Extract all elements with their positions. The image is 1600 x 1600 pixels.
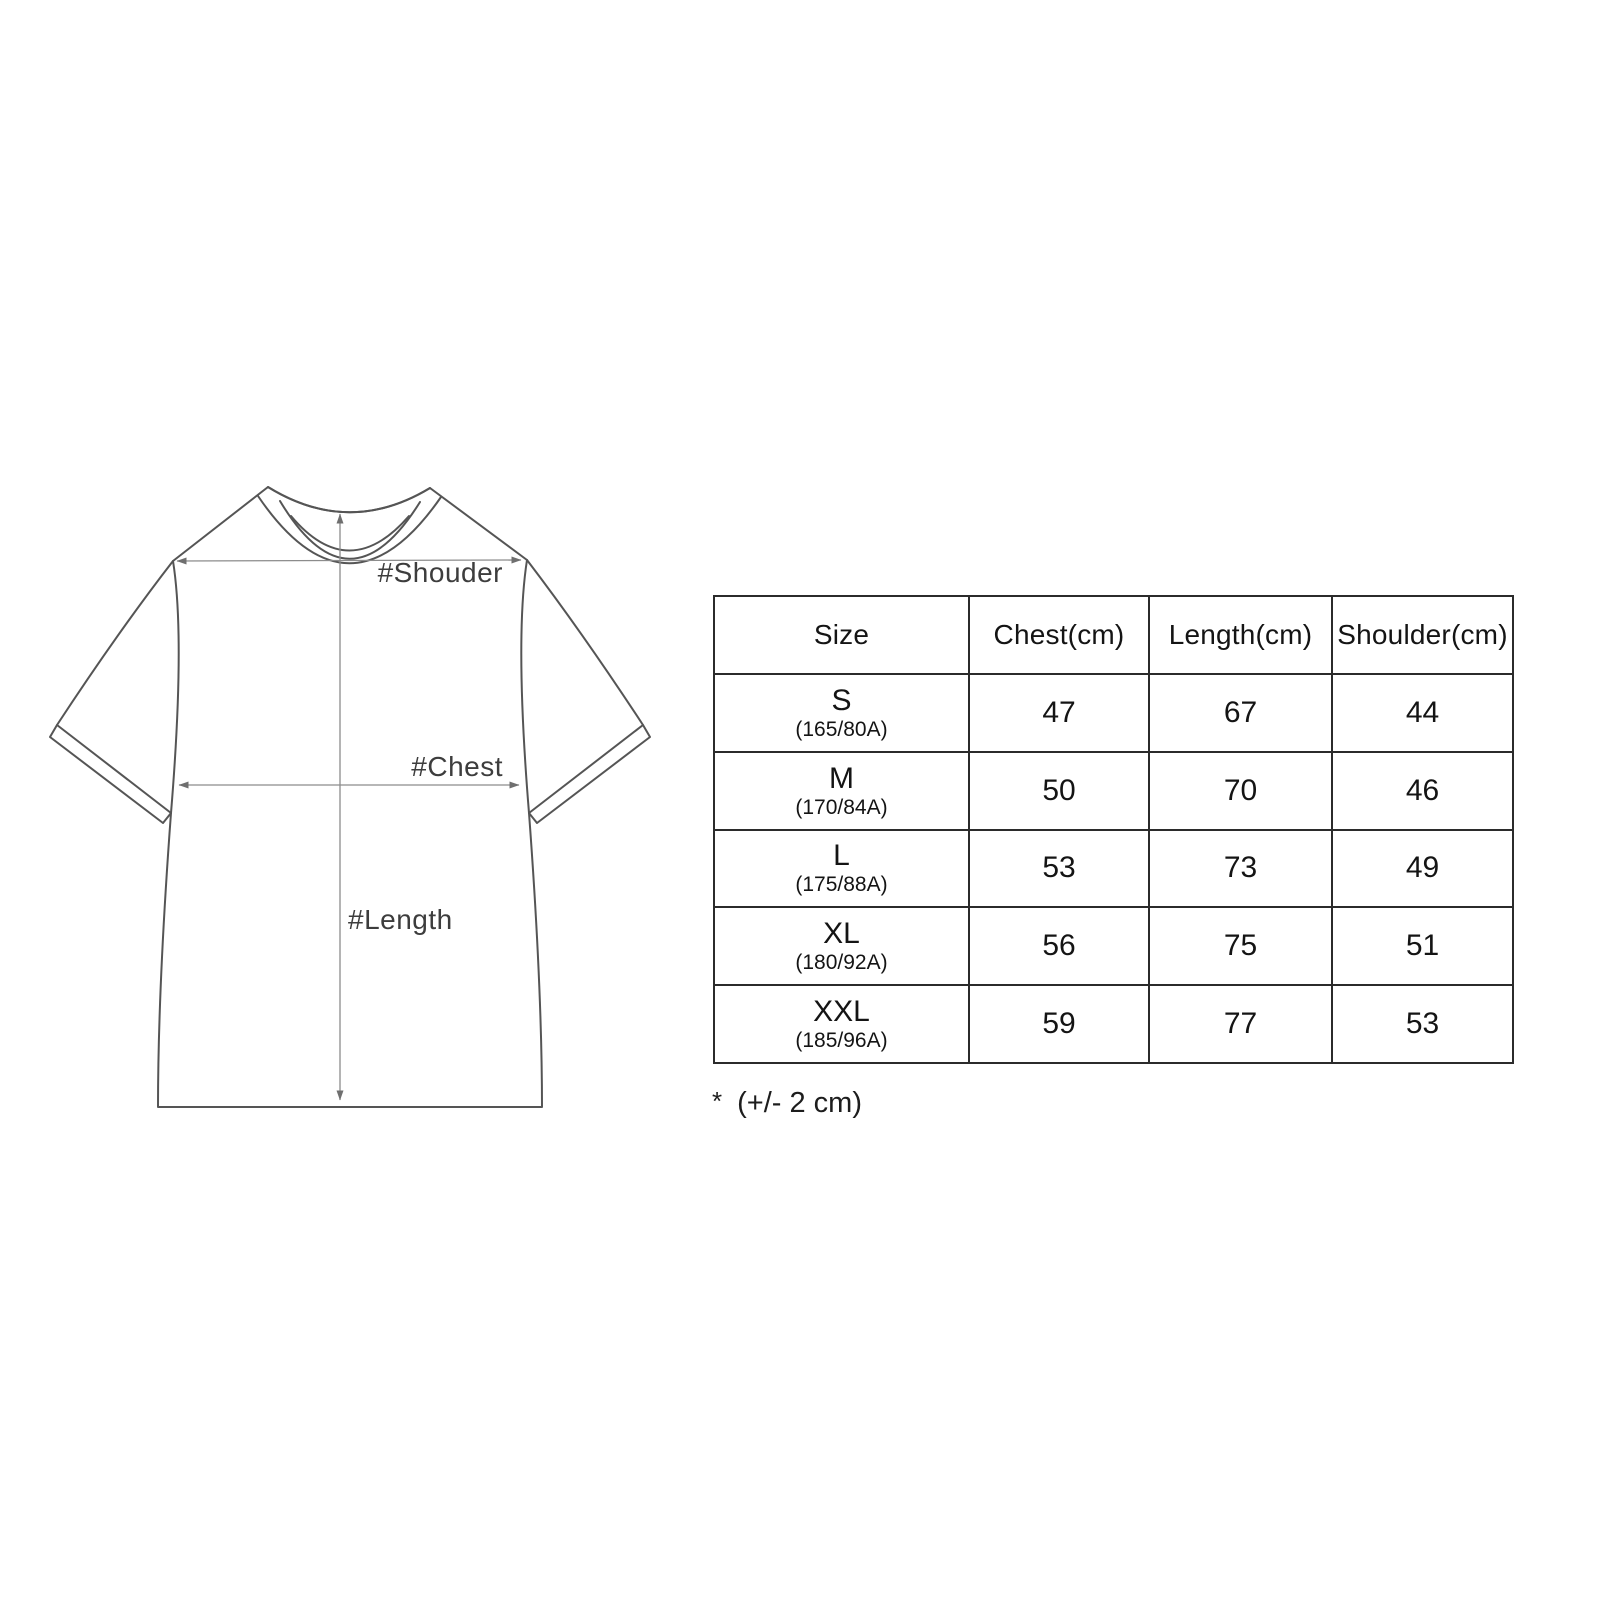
size-value: XXL <box>813 995 870 1029</box>
header-size: Size <box>713 595 970 675</box>
table-header-row: Size Chest(cm) Length(cm) Shoulder(cm) <box>713 595 1514 675</box>
length-value: 70 <box>1148 750 1333 831</box>
shoulder-value: 53 <box>1331 984 1514 1064</box>
chest-value: 47 <box>968 673 1150 753</box>
length-value: 73 <box>1148 828 1333 909</box>
tolerance-footnote: * (+/- 2 cm) <box>712 1086 862 1120</box>
right-cuff-seam <box>528 724 644 814</box>
footnote-asterisk: * <box>712 1086 723 1116</box>
table-row-xxl: XXL (185/96A) 59 77 53 <box>713 984 1514 1064</box>
collar-back-curve <box>267 486 431 514</box>
shoulder-value: 51 <box>1331 906 1514 987</box>
size-spec: (180/92A) <box>795 951 888 975</box>
shoulder-measure-line <box>176 556 522 565</box>
chest-label: #Chest <box>411 751 503 782</box>
length-value: 75 <box>1148 906 1333 987</box>
chest-value: 56 <box>968 906 1150 987</box>
chest-value: 50 <box>968 750 1150 831</box>
size-cell: S (165/80A) <box>713 673 970 753</box>
right-armhole-seam <box>520 559 530 814</box>
size-spec: (165/80A) <box>795 717 888 741</box>
size-value: S <box>831 683 852 717</box>
header-shoulder: Shoulder(cm) <box>1331 595 1514 675</box>
table-row-m: M (170/84A) 50 70 46 <box>713 750 1514 831</box>
left-cuff-seam <box>56 724 172 814</box>
footnote-text: (+/- 2 cm) <box>737 1087 862 1119</box>
size-spec: (185/96A) <box>795 1029 888 1053</box>
shoulder-value: 44 <box>1331 673 1514 753</box>
size-cell: L (175/88A) <box>713 828 970 909</box>
left-armhole-seam <box>170 560 180 814</box>
chest-value: 59 <box>968 984 1150 1064</box>
size-cell: M (170/84A) <box>713 750 970 831</box>
size-spec: (175/88A) <box>795 873 888 897</box>
size-spec: (170/84A) <box>795 795 888 819</box>
length-value: 77 <box>1148 984 1333 1064</box>
size-value: XL <box>823 917 860 951</box>
tshirt-outline <box>49 486 651 1108</box>
table-row-l: L (175/88A) 53 73 49 <box>713 828 1514 909</box>
header-length: Length(cm) <box>1148 595 1333 675</box>
size-value: L <box>833 839 850 873</box>
chest-value: 53 <box>968 828 1150 909</box>
table-row-xl: XL (180/92A) 56 75 51 <box>713 906 1514 987</box>
header-chest: Chest(cm) <box>968 595 1150 675</box>
size-cell: XL (180/92A) <box>713 906 970 987</box>
size-value: M <box>829 761 854 795</box>
size-table: Size Chest(cm) Length(cm) Shoulder(cm) S… <box>713 595 1514 1064</box>
shoulder-value: 49 <box>1331 828 1514 909</box>
length-label: #Length <box>348 904 453 935</box>
length-value: 67 <box>1148 673 1333 753</box>
shoulder-value: 46 <box>1331 750 1514 831</box>
collar-rib-curve-1 <box>290 515 410 552</box>
table-row-s: S (165/80A) 47 67 44 <box>713 673 1514 753</box>
shoulder-label: #Shouder <box>378 557 503 588</box>
size-cell: XXL (185/96A) <box>713 984 970 1064</box>
